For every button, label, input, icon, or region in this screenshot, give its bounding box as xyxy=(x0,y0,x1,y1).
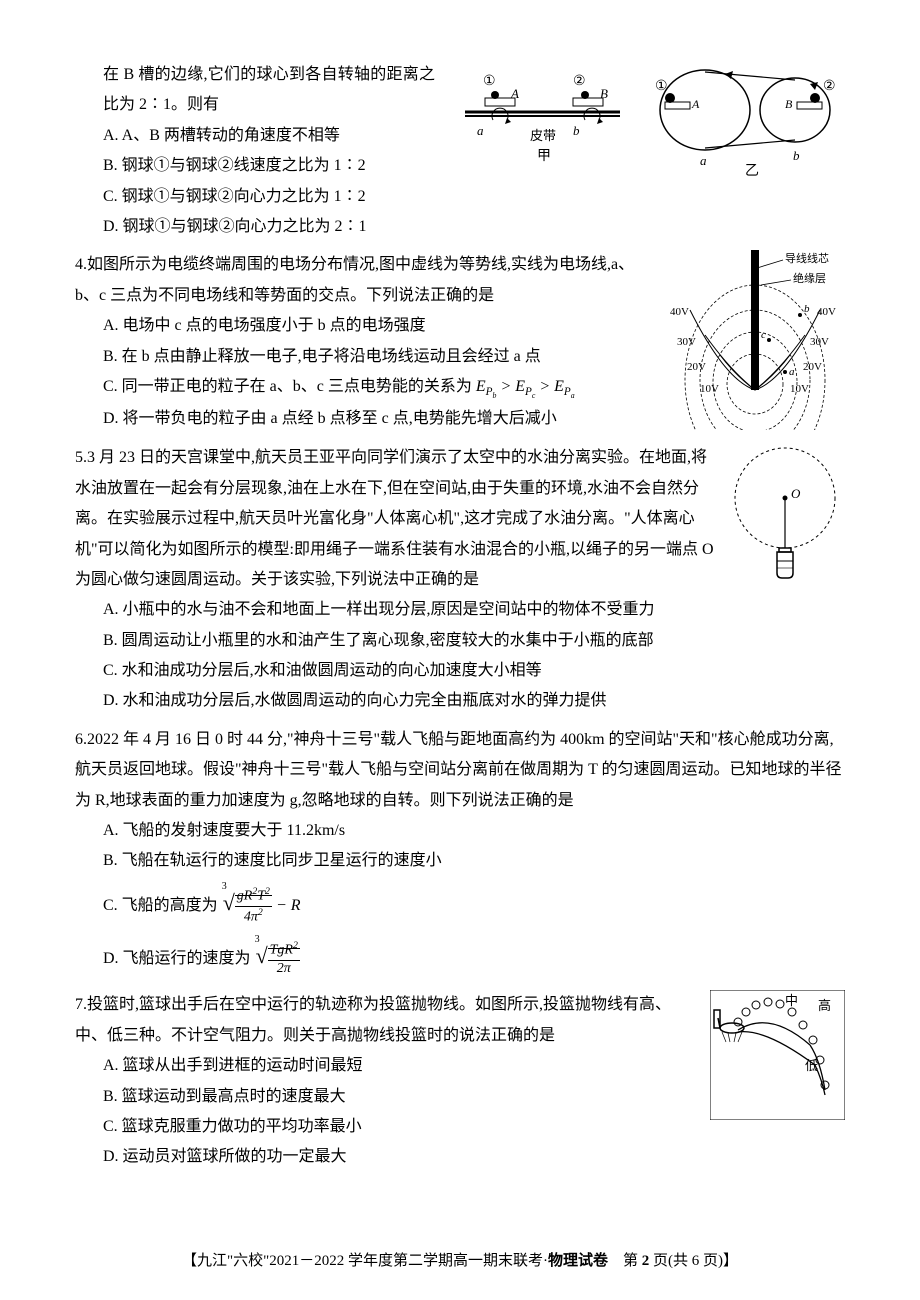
page-footer: 【九江"六校"2021－2022 学年度第二学期高一期末联考·物理试卷 第 2 … xyxy=(0,1247,920,1276)
q5-a-text: A. 小瓶中的水与油不会和地面上一样出现分层,原因是空间站中的物体不受重力 xyxy=(103,601,655,618)
q6-number: 6. xyxy=(75,725,87,755)
q6-c-num: gR2T2 xyxy=(235,886,272,906)
svg-text:30V: 30V xyxy=(677,336,696,348)
svg-text:甲: 甲 xyxy=(537,149,551,164)
q6-option-b: B. 飞船在轨运行的速度比同步卫星运行的速度小 xyxy=(75,846,845,876)
q5-intro-text: 3 月 23 日的天宫课堂中,航天员王亚平向同学们演示了太空中的水油分离实验。在… xyxy=(75,449,714,588)
q5-option-c: C. 水和油成功分层后,水和油做圆周运动的向心加速度大小相等 xyxy=(75,656,845,686)
svg-text:40V: 40V xyxy=(817,306,836,318)
svg-text:低: 低 xyxy=(805,1058,818,1073)
svg-text:皮带: 皮带 xyxy=(530,128,556,143)
svg-text:a: a xyxy=(477,123,484,138)
svg-text:c: c xyxy=(761,329,766,341)
svg-text:①: ① xyxy=(483,74,496,89)
question-4: 导线线芯 绝缘层 40V 30V 20V 10V 40V 30V xyxy=(75,250,845,435)
svg-text:中: 中 xyxy=(785,993,798,1008)
svg-text:b: b xyxy=(804,303,810,315)
q4-c-prefix: C. 同一带正电的粒子在 a、b、c 三点电势能的关系为 xyxy=(103,378,476,395)
svg-text:高: 高 xyxy=(818,998,831,1013)
svg-text:乙: 乙 xyxy=(745,163,759,179)
q3-option-d: D. 钢球①与钢球②向心力之比为 2∶1 xyxy=(75,212,845,242)
svg-text:O: O xyxy=(791,486,801,501)
q4-number: 4. xyxy=(75,250,87,280)
q4-intro-text: 如图所示为电缆终端周围的电场分布情况,图中虚线为等势线,实线为电场线,a、b、c… xyxy=(75,256,634,303)
svg-text:②: ② xyxy=(573,74,586,89)
question-3-continuation: ① A ② B a 皮带 b 甲 ① A xyxy=(75,60,845,242)
footer-prefix: 【九江"六校"2021－2022 学年度第二学期高一期末联考· xyxy=(182,1253,548,1269)
q4-c-formula: EPb > EPc > EPa xyxy=(476,378,575,395)
q6-c-root-index: 3 xyxy=(222,881,227,892)
svg-text:A: A xyxy=(510,86,519,101)
svg-text:10V: 10V xyxy=(790,383,809,395)
svg-text:绝缘层: 绝缘层 xyxy=(793,271,826,285)
svg-text:b: b xyxy=(573,123,580,138)
svg-text:②: ② xyxy=(823,79,836,94)
svg-text:B: B xyxy=(785,97,793,111)
q6-c-suffix: − R xyxy=(272,897,301,914)
q6-d-num: TgR2 xyxy=(268,940,300,960)
q6-c-prefix: C. 飞船的高度为 xyxy=(103,897,218,914)
q5-diagram: O xyxy=(725,443,845,593)
svg-text:①: ① xyxy=(655,79,668,94)
svg-text:a: a xyxy=(789,366,795,378)
svg-text:b: b xyxy=(793,148,800,163)
q4-diagram: 导线线芯 绝缘层 40V 30V 20V 10V 40V 30V xyxy=(665,250,845,430)
q6-d-prefix: D. 飞船运行的速度为 xyxy=(103,950,251,967)
q3-diagram: ① A ② B a 皮带 b 甲 ① A xyxy=(445,60,845,180)
svg-text:A: A xyxy=(691,97,700,111)
q7-intro-text: 投篮时,篮球出手后在空中运行的轨迹称为投篮抛物线。如图所示,投篮抛物线有高、中、… xyxy=(75,996,671,1043)
svg-text:20V: 20V xyxy=(687,361,706,373)
svg-text:导线线芯: 导线线芯 xyxy=(785,251,829,265)
q6-d-den: 2π xyxy=(268,961,300,978)
q7-diagram: 中 高 低 xyxy=(710,990,845,1120)
q6-intro-text: 2022 年 4 月 16 日 0 时 44 分,"神舟十三号"载人飞船与距地面… xyxy=(75,731,842,809)
q6-c-den: 4π2 xyxy=(235,907,272,926)
question-7: 中 高 低 7.投篮时,篮球出手后在空中运行的轨迹称为投篮抛物线。如图所示,投篮… xyxy=(75,990,845,1172)
q6-option-d: D. 飞船运行的速度为3√TgR22π xyxy=(75,930,845,983)
q6-intro: 6.2022 年 4 月 16 日 0 时 44 分,"神舟十三号"载人飞船与距… xyxy=(75,725,845,816)
q5-option-b: B. 圆周运动让小瓶里的水和油产生了离心现象,密度较大的水集中于小瓶的底部 xyxy=(75,626,845,656)
footer-subject: 物理试卷 xyxy=(548,1253,608,1269)
svg-text:20V: 20V xyxy=(803,361,822,373)
question-6: 6.2022 年 4 月 16 日 0 时 44 分,"神舟十三号"载人飞船与距… xyxy=(75,725,845,983)
q7-number: 7. xyxy=(75,990,87,1020)
svg-text:10V: 10V xyxy=(700,383,719,395)
svg-text:40V: 40V xyxy=(670,306,689,318)
q6-d-root-index: 3 xyxy=(255,934,260,945)
svg-text:30V: 30V xyxy=(810,336,829,348)
svg-text:a: a xyxy=(700,153,707,168)
q3-option-c: C. 钢球①与钢球②向心力之比为 1∶2 xyxy=(75,182,845,212)
q6-option-c: C. 飞船的高度为3√gR2T24π2 − R xyxy=(75,877,845,930)
q7-option-d: D. 运动员对篮球所做的功一定最大 xyxy=(75,1142,845,1172)
q6-option-a: A. 飞船的发射速度要大于 11.2km/s xyxy=(75,816,845,846)
question-5: O 5.3 月 23 日的天宫课堂中,航天员王亚平向同学们演示了太空中的水油分离… xyxy=(75,443,845,717)
footer-mid: 第 xyxy=(608,1253,642,1269)
footer-suffix: 页(共 6 页)】 xyxy=(649,1253,738,1269)
q5-number: 5. xyxy=(75,443,87,473)
svg-text:B: B xyxy=(600,86,608,101)
q5-option-d: D. 水和油成功分层后,水做圆周运动的向心力完全由瓶底对水的弹力提供 xyxy=(75,686,845,716)
q5-option-a: A. 小瓶中的水与油不会和地面上一样出现分层,原因是空间站中的物体不受重力 xyxy=(75,595,845,625)
